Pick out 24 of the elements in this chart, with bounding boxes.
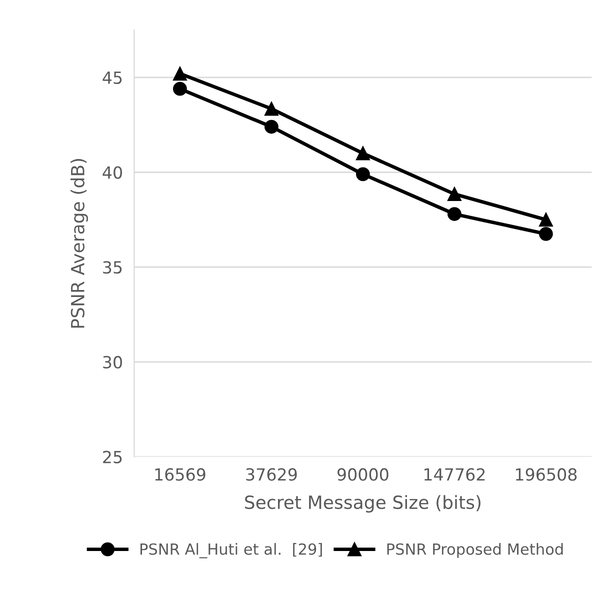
point [539, 226, 553, 241]
x-tick-label: 16569 [155, 468, 206, 481]
y-tick-label: 40 [102, 166, 122, 179]
point [356, 167, 370, 182]
point [264, 102, 278, 116]
y-tick-label: 45 [102, 72, 122, 84]
point [448, 187, 462, 202]
point [264, 120, 278, 134]
x-axis-title: Secret Message Size (bits) [245, 495, 480, 513]
point [539, 212, 553, 227]
y-axis-title: PSNR Average (dB) [70, 158, 88, 328]
x-tick-label: 37629 [246, 468, 297, 481]
y-tick-label: 30 [103, 356, 122, 369]
point [448, 207, 462, 221]
legend-label: PSNR Proposed Method [387, 543, 563, 558]
y-tick-label: 25 [103, 450, 122, 464]
x-tick-label: 90000 [337, 468, 388, 481]
x-tick-label: 147762 [424, 468, 485, 481]
point [173, 66, 187, 81]
legend-label: PSNR Al_Huti et al. [29] [140, 543, 322, 558]
x-tick-label: 196508 [516, 468, 577, 481]
point [356, 146, 370, 160]
point [173, 82, 187, 96]
y-tick-label: 35 [103, 261, 122, 274]
